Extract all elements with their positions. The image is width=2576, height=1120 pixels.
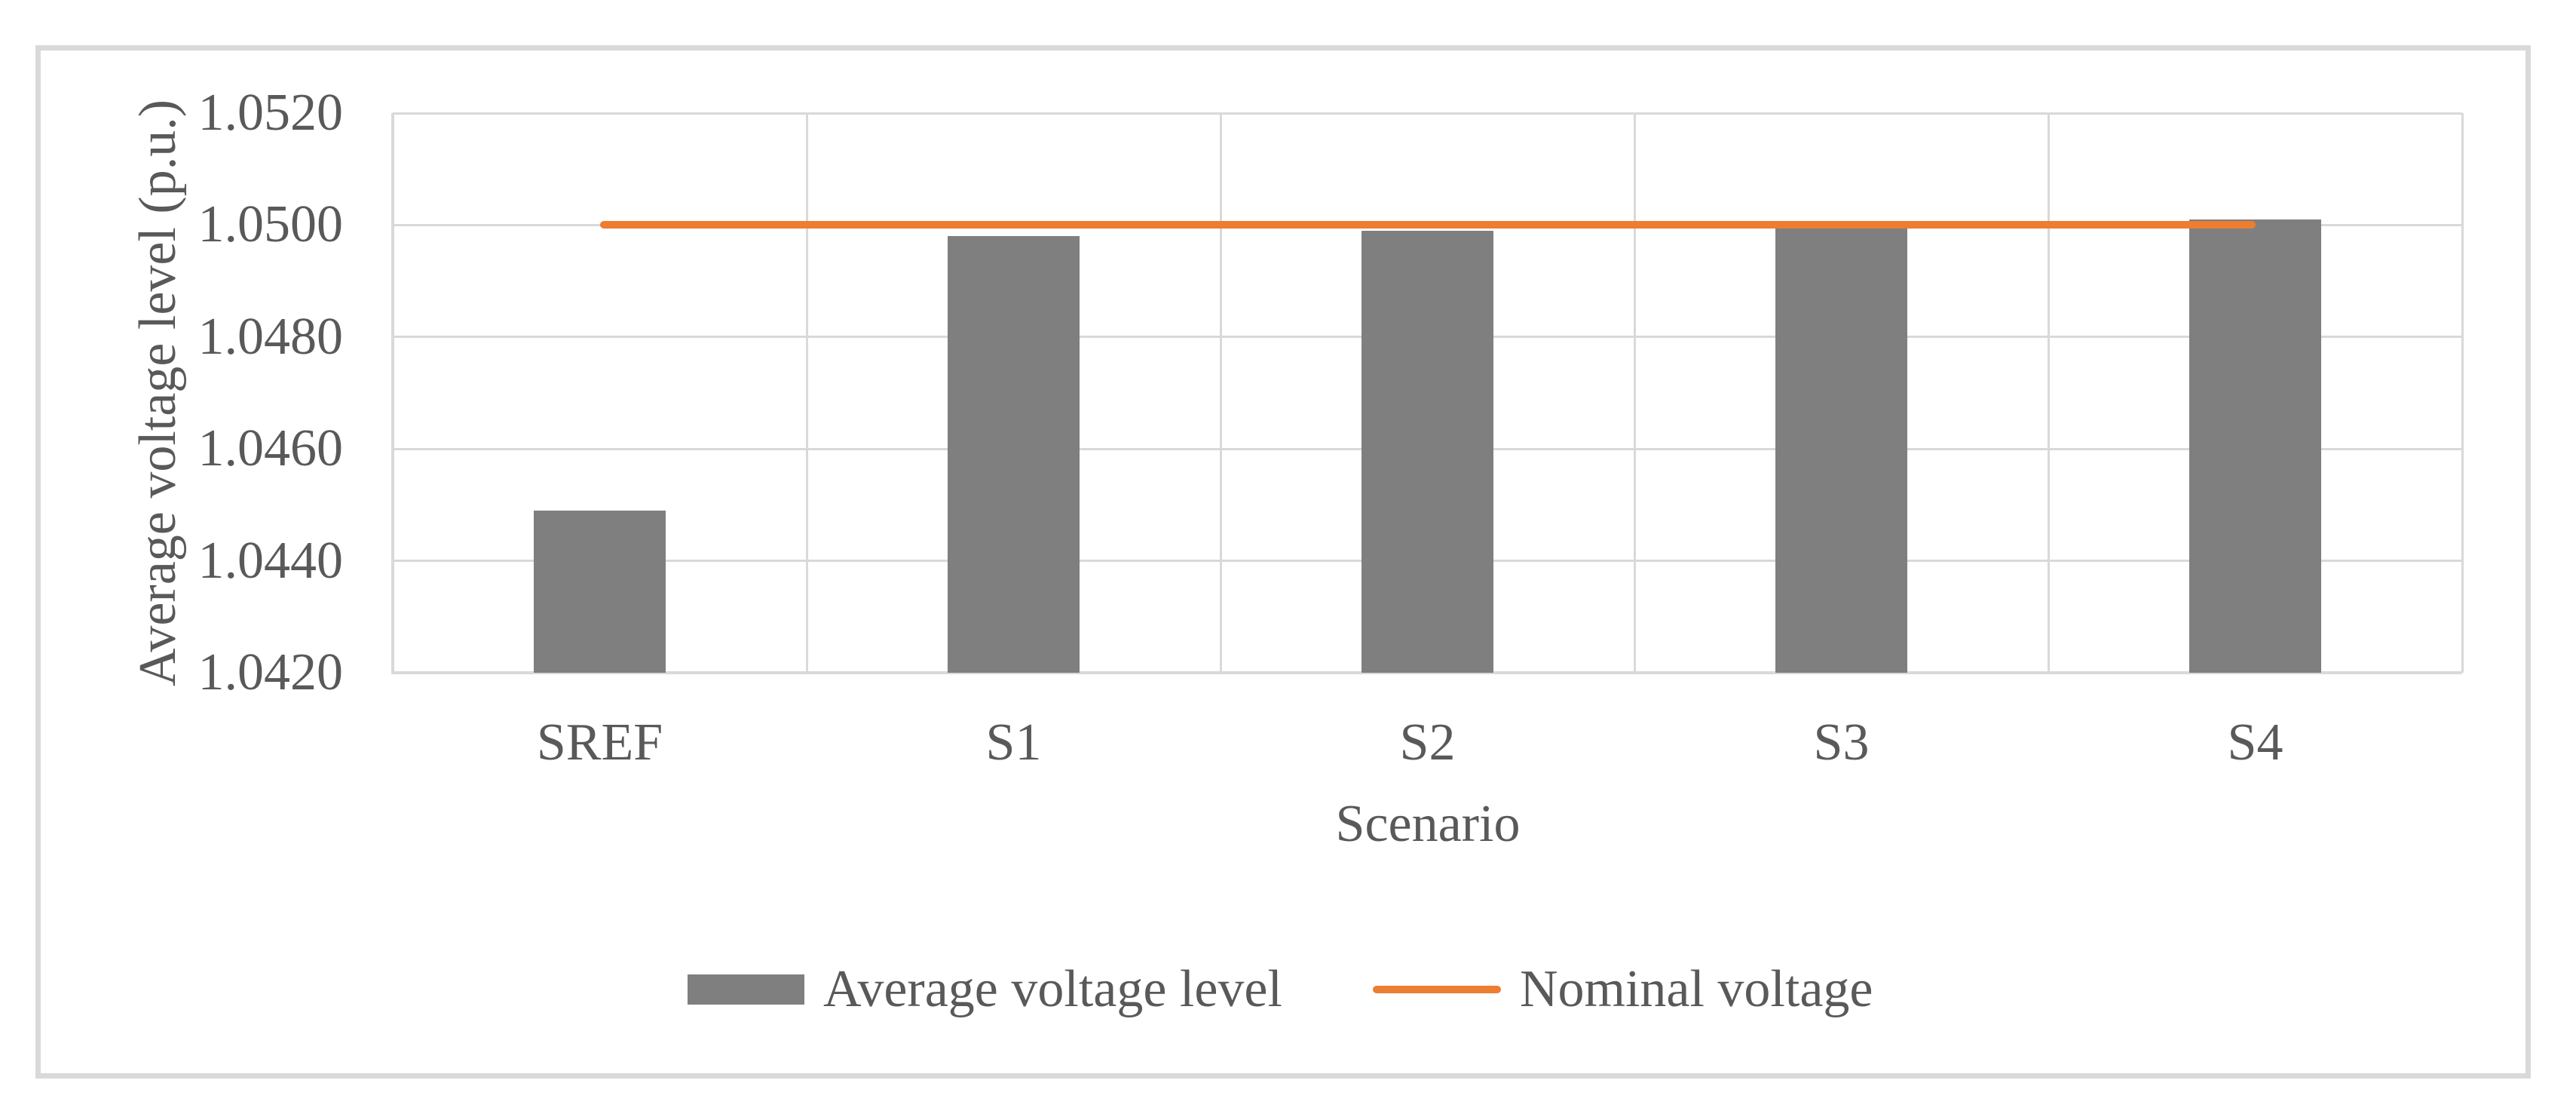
legend-swatch-line (1372, 986, 1501, 993)
bar-S3 (1775, 225, 1907, 673)
bar-S2 (1362, 230, 1493, 673)
bar-SREF (534, 510, 666, 673)
gridline-vertical (1219, 113, 1222, 673)
legend-label-nominal-voltage: Nominal voltage (1519, 960, 1873, 1018)
nominal-voltage-line (599, 221, 2256, 229)
legend-label-average-voltage-level: Average voltage level (823, 960, 1282, 1018)
y-axis-tick-label: 1.0480 (198, 307, 344, 366)
x-axis-tick-label-S1: S1 (985, 713, 1042, 772)
x-axis-tick-label-SREF: SREF (536, 713, 663, 772)
y-axis-tick-label: 1.0500 (198, 195, 344, 254)
y-axis-line (391, 113, 394, 674)
gridline-vertical (1633, 113, 1636, 673)
legend-item-average-voltage-level: Average voltage level (688, 959, 1282, 1020)
x-axis-tick-label-S4: S4 (2227, 713, 2283, 772)
x-axis-line (393, 671, 2462, 674)
bar-S4 (2189, 219, 2321, 673)
y-axis-tick-label: 1.0460 (198, 419, 344, 478)
legend-swatch-bar (688, 974, 804, 1005)
x-axis-title: Scenario (1335, 795, 1521, 853)
legend-item-nominal-voltage: Nominal voltage (1372, 959, 1873, 1020)
gridline-vertical (805, 113, 808, 673)
y-axis-tick-label: 1.0520 (198, 84, 344, 142)
x-axis-tick-label-S3: S3 (1813, 713, 1870, 772)
y-axis-tick-label: 1.0440 (198, 531, 344, 590)
gridline-vertical (2461, 113, 2464, 673)
gridline-vertical (2047, 113, 2050, 673)
gridline-horizontal (393, 112, 2462, 115)
y-axis-tick-label: 1.0420 (198, 643, 344, 701)
bar-S1 (948, 236, 1080, 673)
legend: Average voltage level Nominal voltage (688, 959, 1873, 1020)
y-axis-title: Average voltage level (p.u.) (129, 99, 187, 687)
x-axis-tick-label-S2: S2 (1399, 713, 1456, 772)
